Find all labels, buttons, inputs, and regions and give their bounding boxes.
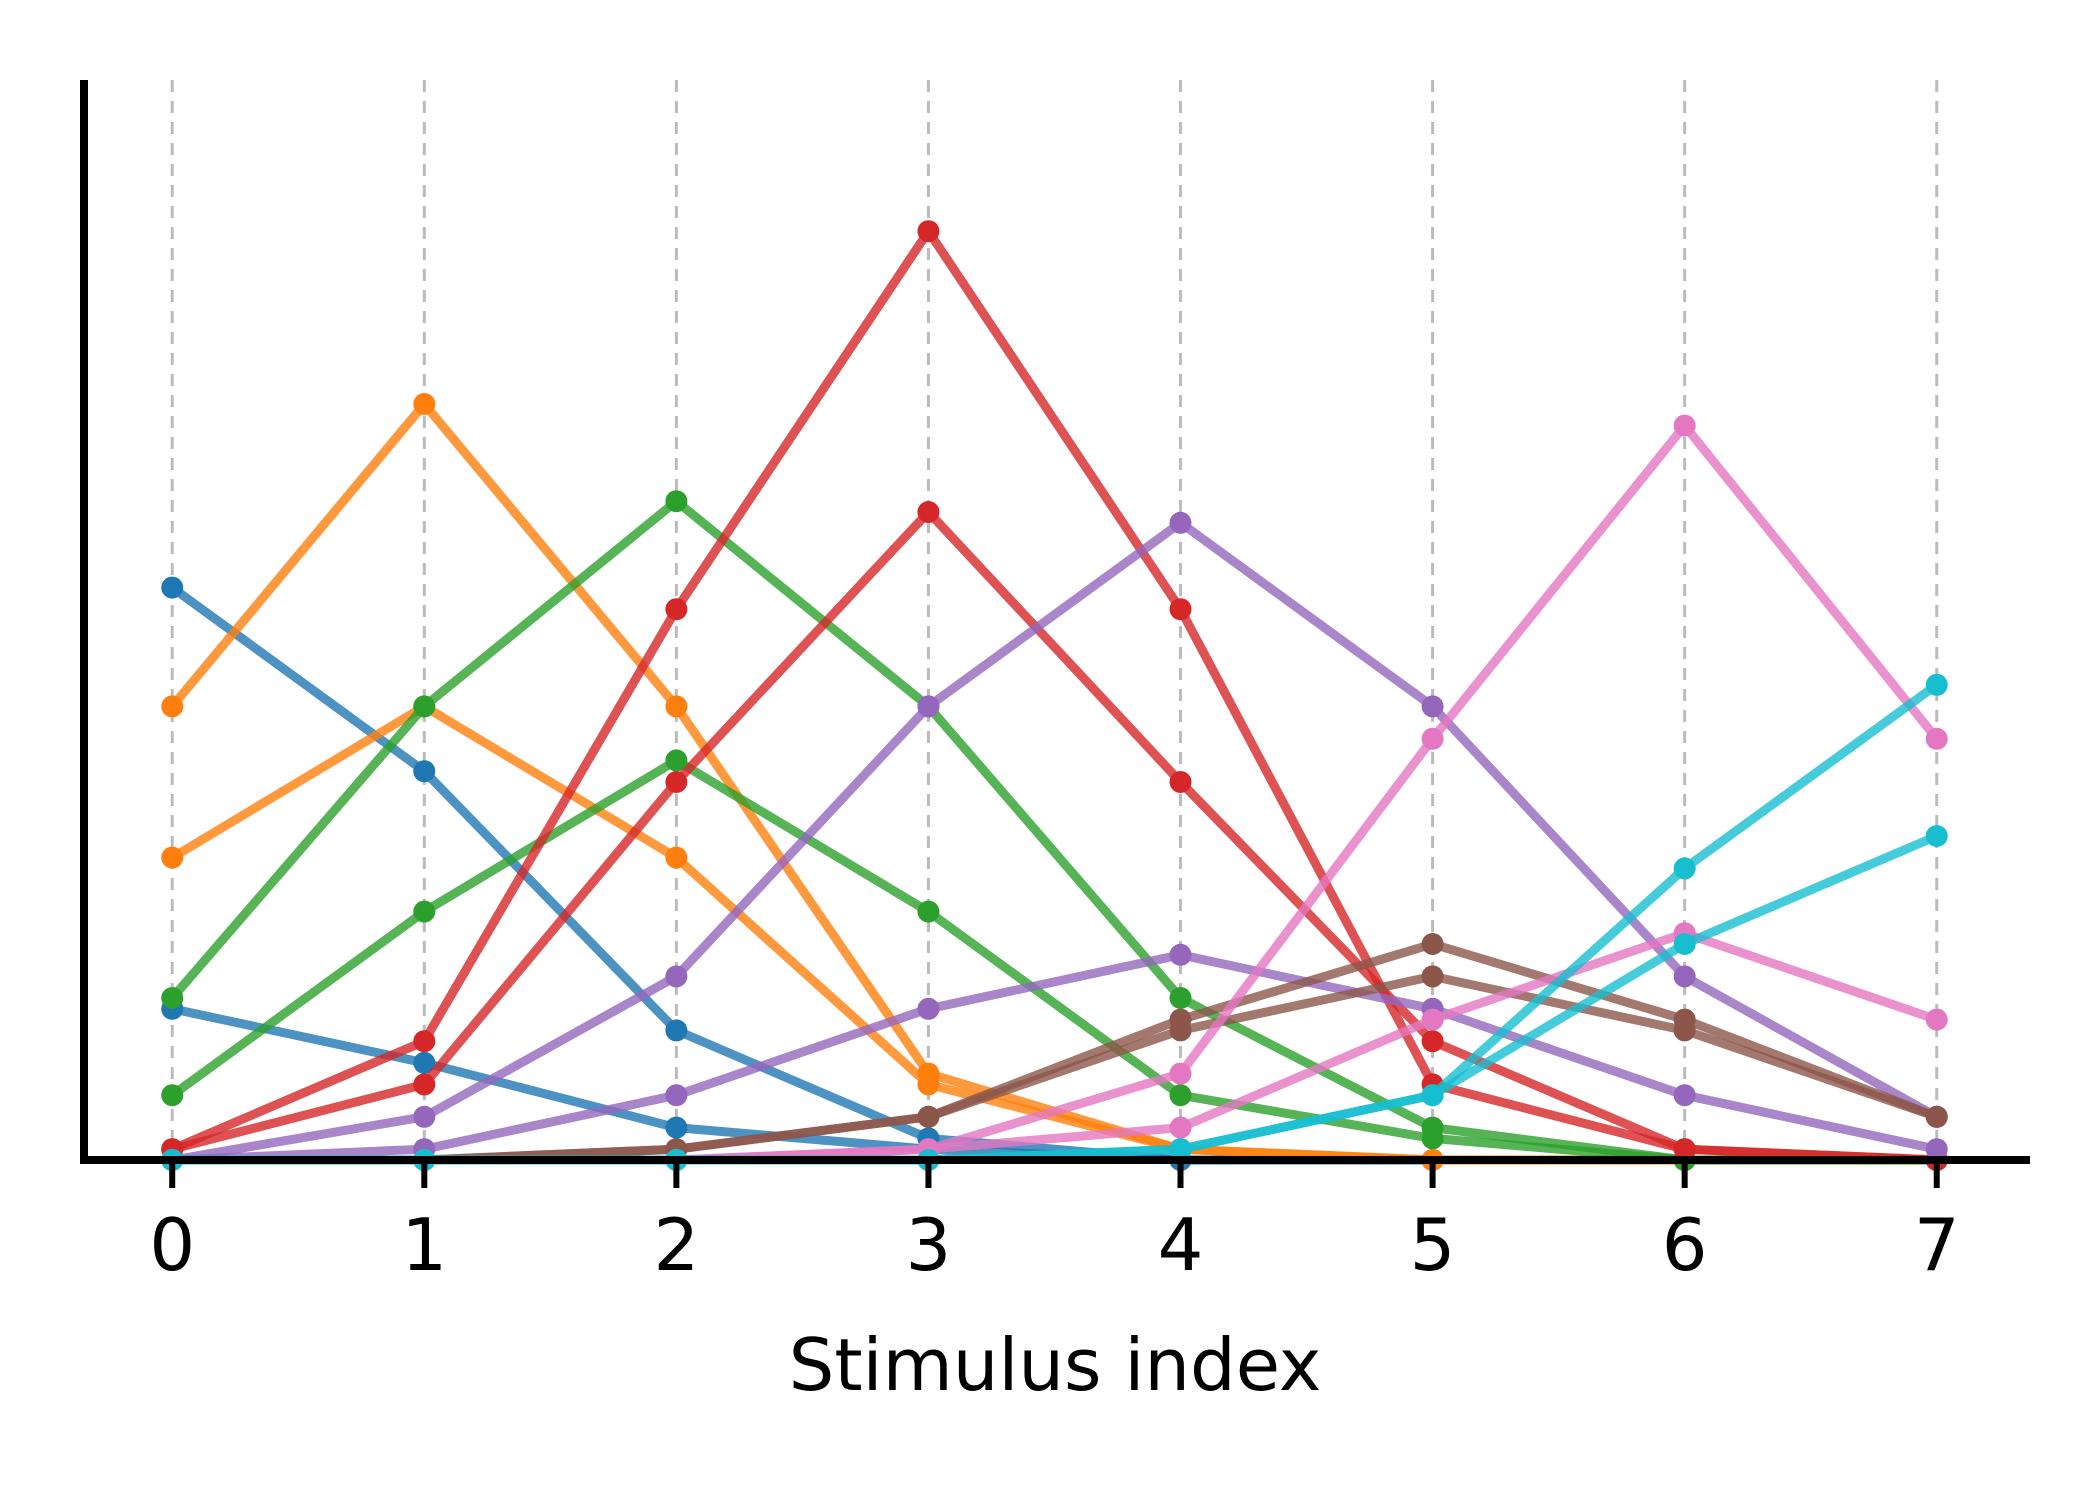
data-point-15-6 — [1673, 933, 1696, 955]
data-point-11-4 — [1169, 1019, 1192, 1042]
data-point-7-2 — [665, 771, 688, 793]
data-point-1-1 — [413, 1051, 436, 1074]
data-point-4-2 — [665, 490, 688, 513]
series-line-7 — [171, 507, 1937, 1165]
data-point-8-4 — [1169, 511, 1192, 534]
data-point-13-5 — [1421, 1008, 1444, 1031]
data-point-1-2 — [665, 1116, 688, 1139]
data-point-5-1 — [413, 900, 436, 923]
series-line-8 — [171, 518, 1939, 1165]
data-point-15-4 — [1169, 1138, 1192, 1161]
data-point-2-0 — [161, 695, 184, 718]
data-point-2-1 — [413, 393, 436, 415]
series-lines — [161, 220, 1948, 1171]
series-line-10 — [172, 939, 1939, 1165]
data-point-10-5 — [1421, 933, 1444, 955]
x-tick-label-3: 3 — [906, 1203, 952, 1287]
data-point-12-5 — [1421, 727, 1444, 750]
data-point-14-6 — [1673, 857, 1696, 880]
data-point-6-3 — [917, 220, 940, 243]
x-tick-label-0: 0 — [149, 1203, 195, 1287]
data-point-11-7 — [1925, 1105, 1948, 1128]
data-point-3-2 — [665, 846, 688, 869]
data-point-0-2 — [665, 1019, 688, 1042]
data-point-4-1 — [413, 695, 436, 718]
data-point-9-2 — [665, 1084, 688, 1107]
data-point-5-5 — [1421, 1127, 1444, 1150]
data-point-9-7 — [1925, 1138, 1948, 1161]
data-point-8-1 — [413, 1105, 436, 1128]
series-line-4 — [168, 496, 1937, 1165]
data-point-4-0 — [161, 987, 184, 1009]
data-point-6-1 — [413, 1030, 436, 1053]
x-tick-label-1: 1 — [401, 1203, 447, 1287]
x-tick-label-6: 6 — [1662, 1203, 1708, 1287]
data-point-15-7 — [1925, 825, 1948, 847]
data-point-0-1 — [413, 760, 436, 783]
data-point-15-5 — [1421, 1084, 1444, 1107]
data-point-12-6 — [1673, 414, 1696, 437]
data-point-7-4 — [1169, 771, 1192, 793]
data-point-8-6 — [1673, 965, 1696, 988]
data-point-6-4 — [1169, 598, 1192, 621]
series-line-9 — [172, 950, 1938, 1165]
data-point-0-0 — [161, 576, 184, 599]
data-point-5-4 — [1169, 1084, 1192, 1107]
data-point-5-2 — [665, 749, 688, 772]
data-point-9-6 — [1673, 1084, 1696, 1107]
x-tick-label-4: 4 — [1158, 1203, 1204, 1287]
x-tick-label-7: 7 — [1914, 1203, 1960, 1287]
data-point-2-2 — [665, 695, 688, 718]
data-point-4-4 — [1169, 987, 1192, 1009]
data-point-7-1 — [413, 1073, 436, 1096]
data-point-3-0 — [161, 846, 184, 869]
data-point-5-3 — [917, 900, 940, 923]
data-point-12-7 — [1925, 727, 1948, 750]
grid-lines — [170, 80, 1939, 1160]
axes — [80, 80, 2030, 1164]
x-tick-label-2: 2 — [653, 1203, 699, 1287]
data-point-13-4 — [1169, 1116, 1192, 1139]
series-line-6 — [170, 226, 1937, 1165]
data-point-8-5 — [1421, 695, 1444, 718]
x-tick-label-5: 5 — [1410, 1203, 1456, 1287]
data-point-9-4 — [1169, 943, 1192, 966]
data-point-11-6 — [1673, 1019, 1696, 1042]
data-point-13-7 — [1925, 1008, 1948, 1031]
data-point-8-3 — [917, 695, 940, 718]
data-point-5-0 — [161, 1084, 184, 1107]
x-axis-label: Stimulus index — [789, 1323, 1322, 1407]
data-point-8-2 — [665, 965, 688, 988]
data-point-6-2 — [665, 598, 688, 621]
data-point-3-3 — [917, 1073, 940, 1096]
data-point-7-3 — [917, 501, 940, 523]
data-point-11-5 — [1421, 965, 1444, 988]
data-point-12-4 — [1169, 1062, 1192, 1085]
data-point-9-3 — [917, 997, 940, 1020]
series-7 — [161, 501, 1948, 1171]
x-ticks: 0 1 2 3 4 5 6 7 — [149, 1160, 1960, 1287]
data-point-11-3 — [917, 1105, 940, 1128]
data-point-7-6 — [1673, 1138, 1696, 1161]
data-point-14-7 — [1925, 673, 1948, 696]
series-line-12 — [172, 421, 1941, 1165]
data-point-7-5 — [1421, 1030, 1444, 1053]
